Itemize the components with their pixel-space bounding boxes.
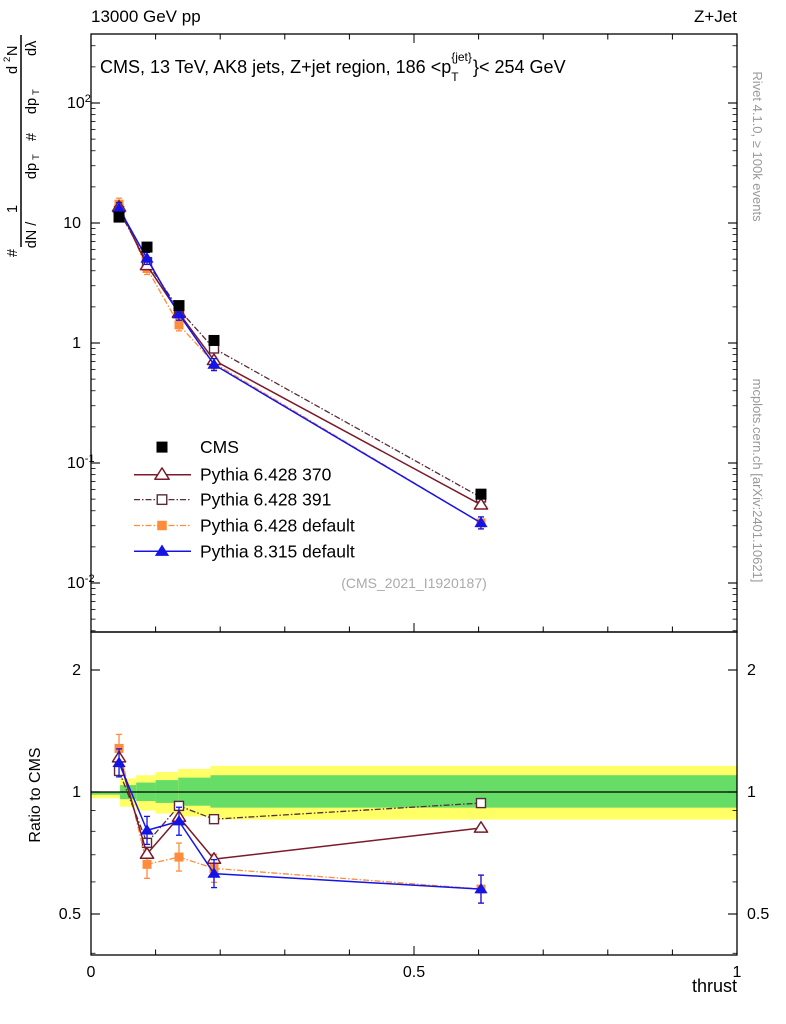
svg-text:dλ: dλ — [24, 40, 40, 56]
svg-text:thrust: thrust — [692, 976, 737, 996]
svg-text:d: d — [5, 66, 21, 74]
svg-text:0: 0 — [87, 964, 96, 981]
svg-text:1: 1 — [72, 784, 81, 801]
svg-text:mcplots.cern.ch [arXiv:2401.10: mcplots.cern.ch [arXiv:2401.10621] — [750, 379, 765, 583]
svg-text:CMS: CMS — [200, 437, 239, 457]
svg-text:(CMS_2021_I1920187): (CMS_2021_I1920187) — [341, 575, 487, 591]
svg-text:dN /: dN / — [24, 221, 40, 249]
svg-text:Z+Jet: Z+Jet — [694, 7, 737, 26]
svg-text:2: 2 — [747, 662, 756, 679]
svg-text:1: 1 — [5, 205, 21, 213]
svg-text:1: 1 — [747, 784, 756, 801]
svg-text:#: # — [24, 133, 40, 141]
svg-text:Pythia 6.428 default: Pythia 6.428 default — [200, 516, 355, 536]
svg-text:T: T — [451, 70, 459, 84]
svg-text:Pythia 8.315 default: Pythia 8.315 default — [200, 541, 355, 561]
svg-text:Pythia 6.428 370: Pythia 6.428 370 — [200, 465, 332, 485]
svg-text:}< 254 GeV: }< 254 GeV — [473, 57, 566, 77]
svg-text:CMS, 13 TeV, AK8 jets, Z+jet r: CMS, 13 TeV, AK8 jets, Z+jet region, 186… — [100, 57, 451, 77]
svg-text:0.5: 0.5 — [747, 906, 769, 923]
svg-text:dp: dp — [24, 98, 40, 114]
svg-text:0.5: 0.5 — [59, 906, 81, 923]
svg-text:2: 2 — [2, 57, 13, 62]
svg-text:Rivet 4.1.0, ≥ 100k events: Rivet 4.1.0, ≥ 100k events — [750, 71, 765, 222]
svg-text:N: N — [5, 46, 21, 56]
svg-text:13000 GeV pp: 13000 GeV pp — [91, 7, 201, 26]
svg-text:{jet}: {jet} — [451, 50, 472, 64]
svg-text:1: 1 — [72, 335, 81, 352]
svg-text:T: T — [31, 89, 42, 95]
svg-text:0.5: 0.5 — [403, 964, 425, 981]
svg-text:dp: dp — [24, 163, 40, 179]
svg-text:T: T — [31, 154, 42, 160]
svg-text:10: 10 — [63, 215, 81, 232]
svg-text:2: 2 — [72, 662, 81, 679]
svg-text:#: # — [5, 249, 21, 257]
svg-text:Ratio to CMS: Ratio to CMS — [27, 747, 44, 842]
svg-text:Pythia 6.428 391: Pythia 6.428 391 — [200, 490, 331, 510]
